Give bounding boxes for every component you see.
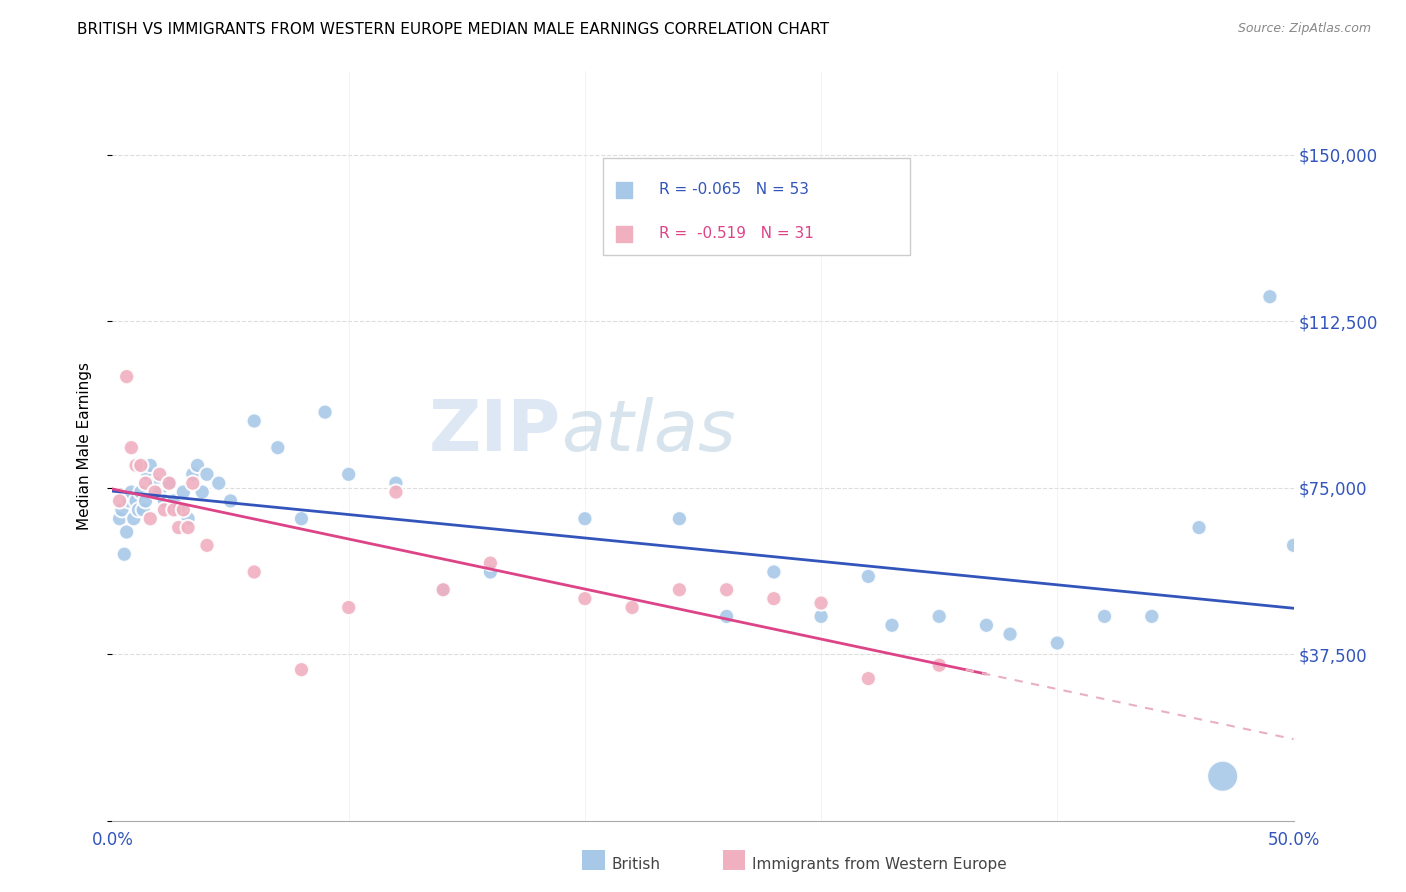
Point (191, 485, 214, 500)
Point (337, 467, 360, 482)
Point (120, 441, 142, 455)
FancyBboxPatch shape (603, 158, 910, 255)
Point (479, 556, 502, 570)
Point (129, 485, 152, 500)
Point (574, 591, 596, 606)
Point (186, 458, 208, 473)
Point (1188, 520, 1211, 534)
Point (167, 503, 190, 517)
Text: Source: ZipAtlas.com: Source: ZipAtlas.com (1237, 22, 1371, 36)
Point (139, 512, 162, 526)
Point (880, 618, 903, 632)
Point (1282, 538, 1305, 552)
Point (208, 476, 231, 491)
Point (108, 512, 131, 526)
Point (115, 369, 138, 384)
Point (172, 485, 194, 500)
Point (143, 476, 166, 491)
Point (125, 458, 148, 473)
Point (127, 503, 149, 517)
Y-axis label: Median Male Earnings: Median Male Earnings (77, 362, 91, 530)
Point (716, 609, 738, 624)
Point (1212, 769, 1234, 783)
Point (432, 582, 454, 597)
Point (668, 582, 690, 597)
Point (1094, 609, 1116, 624)
Point (243, 414, 266, 428)
Point (762, 565, 785, 579)
Point (157, 476, 180, 491)
Text: atlas: atlas (561, 397, 735, 466)
Point (125, 494, 148, 508)
Point (1140, 609, 1163, 624)
Point (621, 600, 644, 615)
Point (129, 458, 152, 473)
Point (122, 512, 145, 526)
Text: R =  -0.519   N = 31: R = -0.519 N = 31 (659, 226, 814, 241)
Point (290, 512, 312, 526)
Point (858, 672, 880, 686)
Point (858, 569, 880, 583)
Point (111, 503, 134, 517)
Point (1123, 814, 1146, 828)
Point (172, 503, 194, 517)
Text: ZIP: ZIP (429, 397, 561, 466)
Point (135, 476, 157, 491)
Point (243, 565, 266, 579)
Point (177, 520, 200, 534)
Point (163, 503, 186, 517)
Point (181, 476, 204, 491)
Point (267, 441, 290, 455)
Point (385, 485, 408, 500)
Point (195, 467, 218, 482)
Point (143, 485, 166, 500)
Point (1123, 814, 1146, 828)
Point (290, 663, 312, 677)
Point (181, 467, 204, 482)
Point (195, 538, 218, 552)
Point (112, 547, 135, 561)
Point (432, 582, 454, 597)
Point (135, 494, 157, 508)
Point (132, 503, 155, 517)
Point (810, 596, 832, 610)
Point (118, 494, 141, 508)
Point (167, 520, 190, 534)
Point (314, 405, 336, 419)
Point (219, 494, 242, 508)
Bar (723, 850, 745, 870)
Point (149, 485, 172, 500)
Text: Immigrants from Western Europe: Immigrants from Western Europe (752, 857, 1007, 872)
Point (716, 582, 738, 597)
Text: BRITISH VS IMMIGRANTS FROM WESTERN EUROPE MEDIAN MALE EARNINGS CORRELATION CHART: BRITISH VS IMMIGRANTS FROM WESTERN EUROP… (77, 22, 830, 37)
Point (153, 503, 176, 517)
Text: R = -0.065   N = 53: R = -0.065 N = 53 (659, 182, 810, 197)
Point (136, 467, 159, 482)
Point (479, 565, 502, 579)
Point (976, 618, 998, 632)
Point (1046, 636, 1069, 650)
Point (998, 627, 1021, 641)
Point (108, 494, 131, 508)
Bar (582, 850, 605, 870)
Point (928, 658, 950, 673)
Point (928, 609, 950, 624)
Point (337, 600, 360, 615)
Point (668, 512, 690, 526)
Point (153, 494, 176, 508)
Point (163, 494, 186, 508)
Point (762, 591, 785, 606)
Point (149, 467, 172, 482)
Point (115, 524, 138, 539)
Text: British: British (612, 857, 661, 872)
Point (177, 512, 200, 526)
Point (1258, 290, 1281, 304)
Point (385, 476, 408, 491)
Point (120, 485, 142, 500)
Point (157, 476, 180, 491)
Point (810, 609, 832, 624)
Point (574, 512, 596, 526)
Point (139, 458, 162, 473)
